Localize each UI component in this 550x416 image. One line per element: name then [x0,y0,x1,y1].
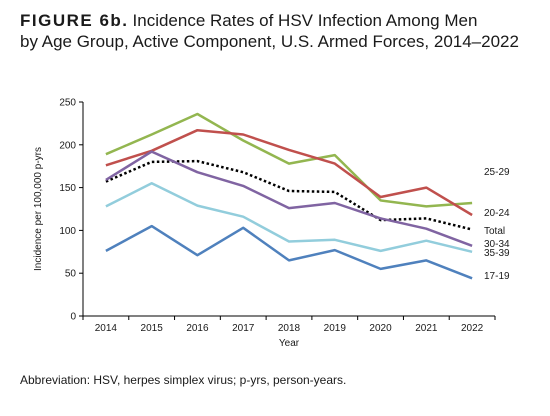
x-tick-label: 2020 [369,323,392,334]
y-tick-label: 250 [59,98,76,109]
y-tick-label: 100 [59,226,76,237]
x-tick-label: 2015 [141,323,164,334]
series-label-25-29: 25-29 [484,167,510,178]
series-label-17-19: 17-19 [484,271,510,282]
figure-title-line1: Incidence Rates of HSV Infection Among M… [132,11,478,30]
chart-series [105,112,473,280]
y-tick-label: 50 [65,269,77,280]
y-tick-label: 200 [59,140,76,151]
series-label-20-24: 20-24 [484,208,510,219]
series-label-total: Total [484,226,505,237]
footnote: Abbreviation: HSV, herpes simplex virus;… [20,373,347,387]
y-tick-label: 150 [59,183,76,194]
x-tick-label: 2022 [461,323,484,334]
series-line-17-19 [105,224,473,280]
x-tick-label: 2017 [232,323,255,334]
series-line-30-34 [105,150,473,247]
figure-label: FIGURE 6b. [20,11,129,30]
x-tick-label: 2019 [324,323,347,334]
series-label-35-39: 35-39 [484,248,510,259]
series-line-25-29 [105,112,473,208]
chart-axes: 0 50 100 150 200 250 2014 2015 2016 2017 2018 2019 2… [33,98,496,349]
x-tick-label: 2021 [415,323,438,334]
series-line-20-24 [105,128,473,217]
x-tick-label: 2018 [278,323,301,334]
y-tick-label: 0 [70,312,76,323]
figure-title-line2: by Age Group, Active Component, U.S. Arm… [20,32,519,51]
series-line-total [105,159,473,231]
figure-title: FIGURE 6b. Incidence Rates of HSV Infecti… [20,10,540,52]
y-axis-label: Incidence per 100,000 p-yrs [33,147,44,271]
x-tick-label: 2016 [186,323,209,334]
series-line-35-39 [105,182,473,254]
x-axis-label: Year [279,338,300,349]
x-tick-label: 2014 [95,323,118,334]
series-label-30-34: 30-34 [484,239,510,250]
